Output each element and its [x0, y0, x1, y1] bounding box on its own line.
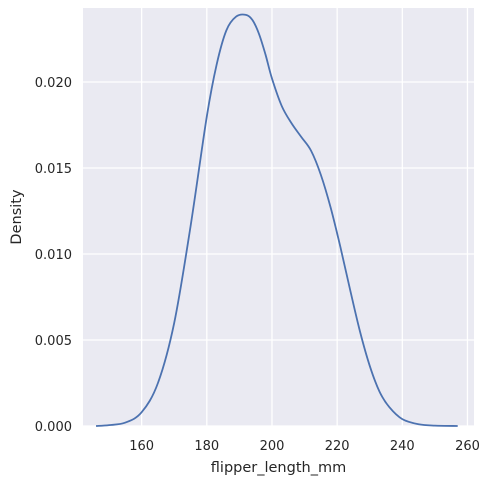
x-tick-label: 260 [455, 439, 480, 454]
y-tick-label: 0.005 [35, 334, 72, 349]
y-tick-label: 0.020 [35, 76, 72, 91]
y-tick-label: 0.000 [35, 420, 72, 435]
tick-labels: 160 180 200 220 240 260 0.000 0.005 0.010 0.015 0.… [35, 76, 480, 454]
y-axis-label: Density [9, 189, 25, 245]
x-tick-label: 220 [325, 439, 350, 454]
x-tick-label: 240 [390, 439, 415, 454]
y-tick-label: 0.010 [35, 248, 72, 263]
plot-background [83, 8, 474, 426]
y-tick-label: 0.015 [35, 162, 72, 177]
x-tick-label: 180 [194, 439, 219, 454]
x-tick-label: 200 [260, 439, 285, 454]
x-axis-label: flipper_length_mm [211, 460, 346, 476]
density-curve [95, 13, 458, 427]
x-tick-label: 160 [129, 439, 154, 454]
density-curves [95, 13, 458, 427]
